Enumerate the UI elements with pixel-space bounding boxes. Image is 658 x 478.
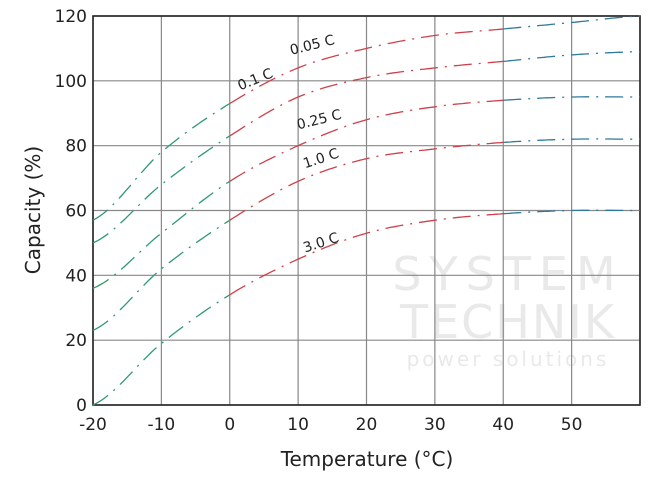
- series-line-segment: [503, 138, 640, 144]
- y-tick-label: 20: [65, 331, 87, 351]
- watermark-line2: TECHNIK: [399, 295, 616, 349]
- tick-labels: -20 -10 0 10 20 30 40 50 0 20 40 60 80 100 120: [55, 7, 583, 435]
- series-line-segment: [229, 213, 504, 296]
- series-01C: [92, 51, 640, 244]
- x-tick-label: 20: [356, 415, 378, 435]
- series-line-segment: [229, 28, 504, 105]
- curve-label: 3.0 C: [301, 230, 341, 257]
- y-axis-label: Capacity (%): [21, 146, 45, 274]
- series-line-segment: [92, 219, 231, 331]
- watermark-line3: power solutions: [407, 347, 610, 371]
- curve-labels: 0.05 C0.1 C0.25 C1.0 C3.0 C: [236, 32, 344, 256]
- y-tick-label: 60: [65, 202, 87, 222]
- series-line-segment: [229, 99, 504, 182]
- x-tick-label: -20: [79, 415, 107, 435]
- x-tick-label: 50: [561, 415, 583, 435]
- curve-label: 1.0 C: [301, 146, 341, 173]
- y-tick-label: 120: [55, 7, 87, 27]
- series-line-segment: [92, 180, 231, 289]
- x-tick-label: 30: [424, 415, 446, 435]
- series-line-segment: [503, 51, 640, 63]
- x-tick-label: 0: [224, 415, 235, 435]
- series-line-segment: [229, 60, 504, 137]
- series-10C: [92, 138, 640, 331]
- series-line-segment: [92, 294, 231, 406]
- series-line-segment: [503, 15, 641, 30]
- x-tick-label: -10: [147, 415, 175, 435]
- x-tick-label: 10: [287, 415, 309, 435]
- series-line-segment: [503, 209, 640, 215]
- series-line-segment: [503, 96, 640, 101]
- curve-label: 0.1 C: [236, 66, 276, 95]
- curve-label: 0.05 C: [288, 32, 336, 59]
- y-tick-label: 40: [65, 266, 87, 286]
- x-axis-label: Temperature (°C): [280, 447, 454, 471]
- series-30C: [92, 209, 640, 406]
- series-line-segment: [229, 141, 504, 221]
- series-line-segment: [92, 102, 231, 221]
- watermark-logo: SYSTEM TECHNIK power solutions: [392, 247, 623, 371]
- y-tick-label: 0: [76, 396, 87, 416]
- y-tick-label: 100: [55, 72, 87, 92]
- curves: [92, 15, 641, 406]
- x-tick-label: 40: [492, 415, 514, 435]
- y-tick-label: 80: [65, 137, 87, 157]
- series-005C: [92, 15, 641, 221]
- watermark-line1: SYSTEM: [392, 247, 623, 301]
- series-line-segment: [92, 135, 231, 244]
- series-025C: [92, 96, 640, 289]
